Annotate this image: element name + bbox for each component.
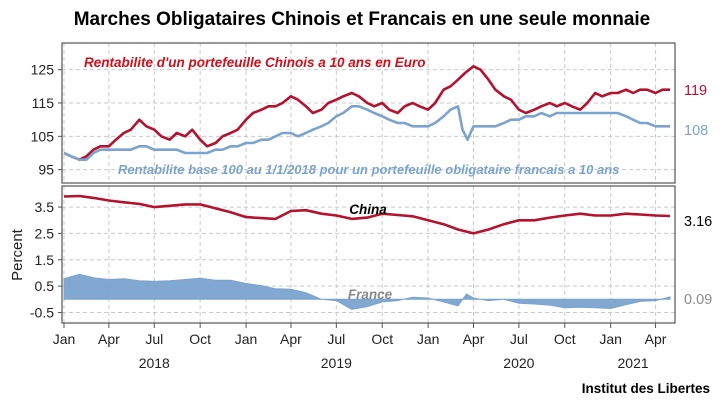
bottom-y-tick-label: 0.5 [35,278,55,294]
x-axis: Jan Apr Jul Oct Jan Apr Jul Oct Jan Apr Jul Oct Jan A… [53,323,667,371]
x-tick-label: Jan [235,331,258,347]
france-yield-label: France [348,287,393,302]
top-y-tick-label: 105 [31,128,55,144]
x-tick-label: Oct [189,331,211,347]
x-tick-label: Jul [145,331,163,347]
top-series-line-0 [63,65,670,161]
y-axis-label: Percent [9,228,26,281]
x-tick-label: Apr [463,331,485,347]
x-tick-label: Jul [327,331,345,347]
x-year-label: 2020 [503,355,534,371]
top-panel: 95 105 115 125 Rentabilite d'un portefeuill… [31,42,708,184]
x-tick-label: Apr [280,331,302,347]
top-panel-frame [61,42,676,184]
bottom-y-tick-label: 3.5 [35,199,55,215]
bottom-panel: -0.5 0.5 1.5 2.5 3.5 Percent China France 3.… [9,185,712,324]
top-y-tick-label: 95 [38,162,54,178]
x-tick-label: Oct [554,331,576,347]
x-tick-label: Jan [417,331,440,347]
france-series-label: Rentabilite base 100 au 1/1/2018 pour un… [118,162,619,177]
china-yield-end-value: 3.16 [684,214,712,230]
top-y-tick-label: 115 [32,95,55,111]
x-tick-label: Jul [510,331,528,347]
top-y-axis: 95 105 115 125 [31,62,62,178]
bottom-y-axis: -0.5 0.5 1.5 2.5 3.5 [30,199,62,320]
bottom-y-tick-label: 1.5 [35,252,55,268]
x-year-label: 2021 [618,355,649,371]
x-tick-label: Oct [371,331,393,347]
china-series-label: Rentabilite d'un portefeuille Chinois a … [84,55,426,70]
bottom-series-area-1 [63,273,671,310]
china-end-value: 119 [684,83,707,99]
x-tick-label: Jan [599,331,622,347]
bottom-series-layer [63,194,671,310]
x-tick-label: Jan [53,331,76,347]
bottom-series-line-0 [63,194,671,235]
top-series-layer [63,65,670,161]
bottom-y-tick-label: 2.5 [35,225,55,241]
x-tick-label: Apr [645,331,667,347]
chart-title: Marches Obligataires Chinois et Francais… [74,9,651,30]
china-yield-label: China [349,202,387,217]
x-year-label: 2018 [139,355,170,371]
x-tick-label: Apr [98,331,120,347]
top-series-line-1 [63,105,670,161]
bottom-panel-frame [61,185,676,324]
top-y-tick-label: 125 [31,62,55,78]
france-yield-end-value: 0.09 [684,292,712,308]
bottom-y-tick-label: -0.5 [30,304,54,320]
france-end-value: 108 [684,123,708,139]
x-year-label: 2019 [321,355,352,371]
source-credit: Institut des Libertes [582,381,710,396]
